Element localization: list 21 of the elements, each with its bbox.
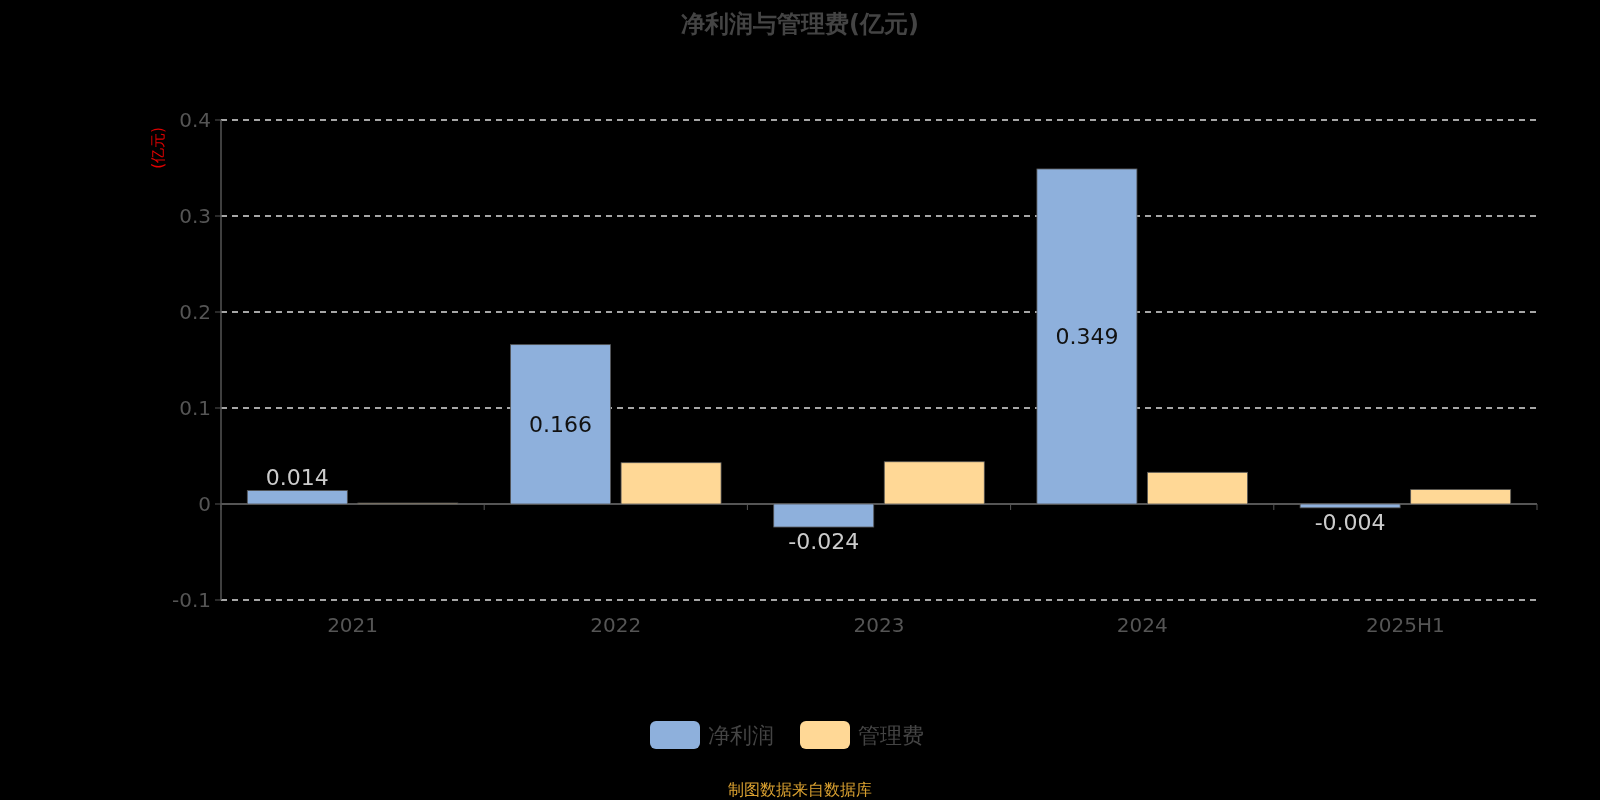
data-label: 0.166 <box>529 412 593 438</box>
y-tick-label: 0.3 <box>179 204 211 228</box>
legend-label: 净利润 <box>708 723 774 748</box>
x-tick-label: 2023 <box>853 613 905 637</box>
x-tick-label: 2025H1 <box>1366 613 1445 637</box>
y-tick-label: 0.1 <box>179 396 211 420</box>
y-tick-label: -0.1 <box>171 588 211 612</box>
x-tick-label: 2021 <box>327 613 379 637</box>
data-label: 0.014 <box>265 464 329 490</box>
chart-title: 净利润与管理费(亿元) <box>681 10 919 38</box>
y-axis-title: (亿元) <box>149 127 167 169</box>
text: 制图数据来自数据库 <box>728 780 872 799</box>
data-label: 0.349 <box>1055 324 1119 350</box>
y-tick-label: 0.2 <box>179 300 211 324</box>
legend-label: 管理费 <box>858 723 924 748</box>
y-tick-label: 0.4 <box>179 108 211 132</box>
data-label: -0.024 <box>788 529 860 555</box>
x-tick-label: 2024 <box>1116 613 1168 637</box>
y-tick-label: 0 <box>198 492 211 516</box>
x-tick-label: 2022 <box>590 613 642 637</box>
data-label: -0.004 <box>1314 509 1386 535</box>
